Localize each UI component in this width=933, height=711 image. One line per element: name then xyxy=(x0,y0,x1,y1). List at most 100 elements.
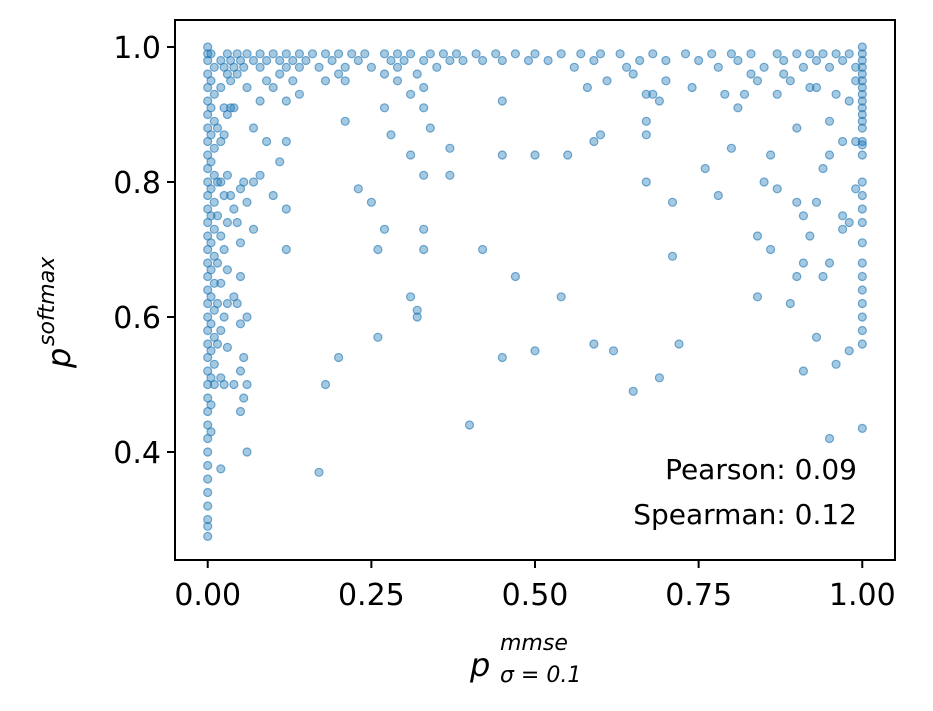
data-point xyxy=(209,89,219,99)
data-point xyxy=(720,89,730,99)
data-point xyxy=(226,103,236,113)
data-point xyxy=(229,103,239,113)
data-point xyxy=(680,49,691,59)
data-point xyxy=(844,49,854,59)
data-point xyxy=(752,231,763,241)
data-point xyxy=(209,379,219,390)
data-point xyxy=(779,55,789,66)
data-point xyxy=(226,76,236,86)
data-point xyxy=(857,217,867,228)
data-point xyxy=(831,89,841,99)
data-point xyxy=(281,204,291,214)
svg-text:mmse: mmse xyxy=(500,631,568,656)
data-point xyxy=(379,103,390,113)
data-point xyxy=(334,69,344,79)
data-point xyxy=(458,55,468,66)
data-point xyxy=(857,190,867,201)
data-point xyxy=(713,190,723,201)
data-point xyxy=(242,312,252,322)
data-point xyxy=(334,49,344,59)
data-point xyxy=(798,258,809,268)
data-point xyxy=(406,89,416,99)
data-point xyxy=(837,224,848,234)
data-point xyxy=(340,116,350,126)
data-point xyxy=(340,62,350,72)
data-point xyxy=(248,123,259,133)
data-point xyxy=(379,69,390,79)
data-point xyxy=(203,514,213,525)
data-point xyxy=(219,130,229,140)
data-point xyxy=(206,103,216,113)
data-point xyxy=(857,116,867,126)
x-axis-ticks: 0.00 0.25 0.50 0.75 1.00 xyxy=(174,560,896,613)
data-point xyxy=(392,76,403,86)
data-point xyxy=(219,379,229,390)
data-point xyxy=(857,49,867,59)
data-point xyxy=(811,82,822,93)
data-point xyxy=(595,130,606,140)
data-point xyxy=(206,346,216,356)
data-point xyxy=(262,55,272,66)
data-point xyxy=(857,42,867,52)
data-point xyxy=(824,150,835,160)
svg-text:softmax: softmax xyxy=(35,256,60,346)
data-point xyxy=(307,49,318,59)
data-point xyxy=(589,339,599,349)
data-point xyxy=(419,224,429,234)
data-point xyxy=(268,49,278,59)
data-point xyxy=(206,265,216,275)
data-point xyxy=(206,292,216,302)
data-point xyxy=(239,393,249,403)
data-point xyxy=(857,103,867,113)
data-point xyxy=(222,342,232,352)
data-point xyxy=(857,123,867,133)
data-point xyxy=(569,62,579,72)
data-point xyxy=(471,49,481,59)
data-point xyxy=(406,49,416,59)
data-point xyxy=(212,258,223,268)
data-point xyxy=(746,49,756,59)
data-point xyxy=(707,49,717,59)
data-point xyxy=(811,197,822,207)
data-point xyxy=(857,55,867,66)
data-point xyxy=(203,531,213,542)
annotation-spearman: Spearman: 0.12 xyxy=(633,498,857,531)
data-point xyxy=(792,49,802,59)
data-point xyxy=(765,244,776,255)
data-point xyxy=(275,157,285,167)
data-point xyxy=(556,292,566,302)
data-point xyxy=(661,55,671,66)
data-point xyxy=(206,49,216,59)
x-tick-label: 0.75 xyxy=(665,578,732,613)
data-point xyxy=(857,177,867,187)
data-point xyxy=(530,150,540,160)
data-point xyxy=(229,379,239,390)
data-point xyxy=(281,49,291,59)
data-point xyxy=(805,231,815,241)
data-point xyxy=(281,136,291,147)
data-point xyxy=(667,251,678,261)
data-point xyxy=(206,319,216,329)
data-point xyxy=(805,82,815,93)
data-point xyxy=(530,346,540,356)
data-point xyxy=(206,400,216,410)
data-point xyxy=(235,238,246,248)
data-point xyxy=(425,123,435,133)
data-point xyxy=(281,244,291,255)
data-point xyxy=(226,190,236,201)
data-point xyxy=(203,521,213,531)
data-point xyxy=(510,271,521,282)
data-point xyxy=(219,190,229,201)
data-point xyxy=(641,116,651,126)
data-point xyxy=(209,197,219,207)
data-point xyxy=(294,49,304,59)
data-point xyxy=(478,55,488,66)
data-point xyxy=(379,224,390,234)
data-point xyxy=(615,49,625,59)
data-point xyxy=(851,76,861,86)
data-point xyxy=(281,62,291,72)
data-point xyxy=(406,150,416,160)
data-point xyxy=(510,49,521,59)
data-point xyxy=(857,312,867,322)
